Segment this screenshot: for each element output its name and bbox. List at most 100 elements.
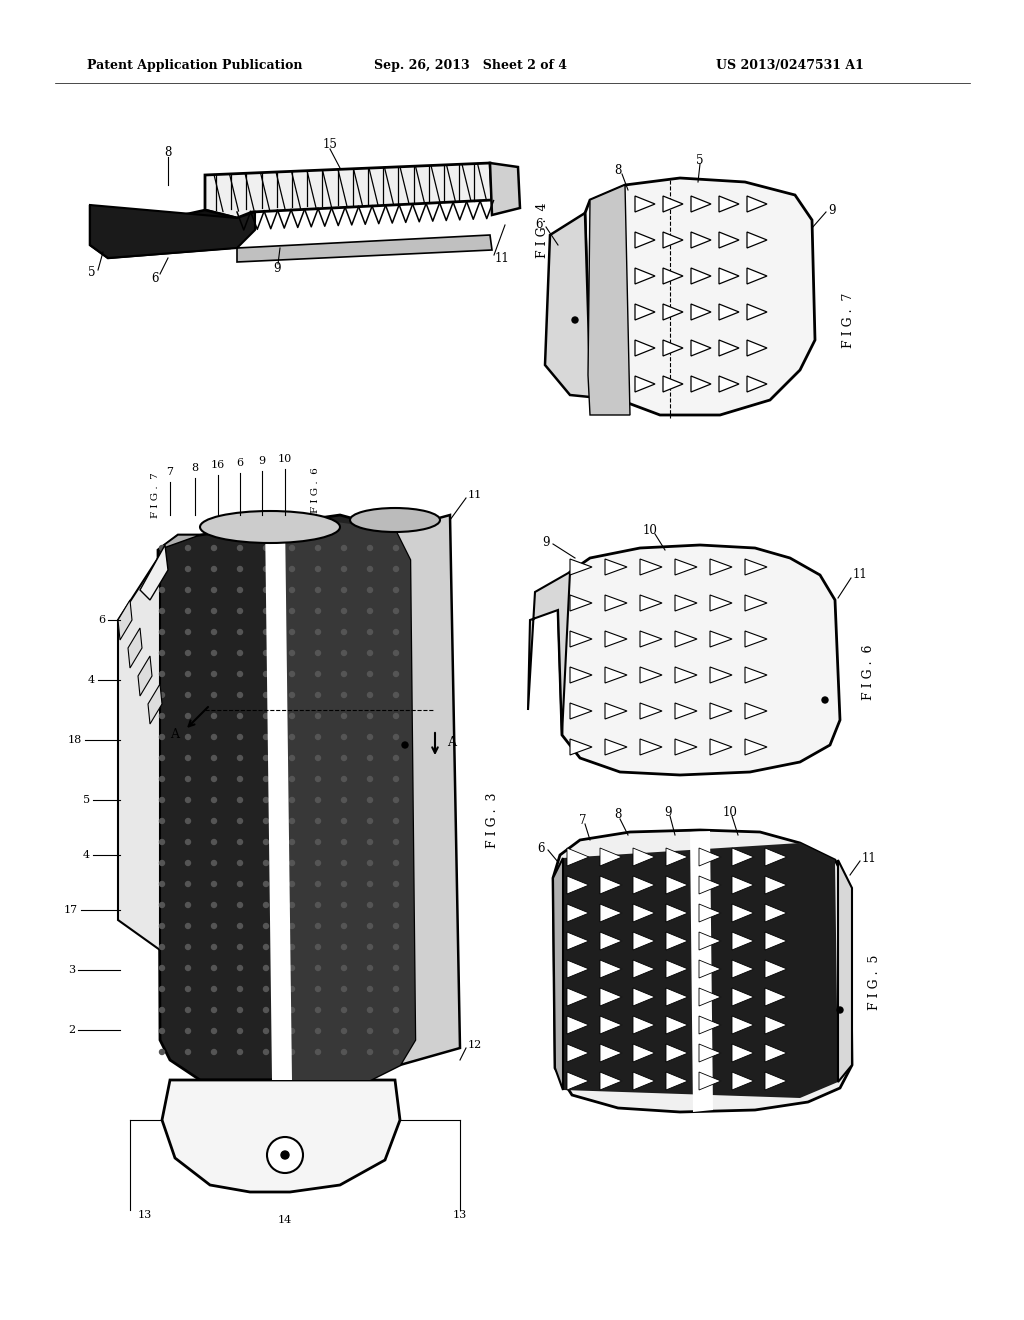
Text: 6: 6	[237, 458, 244, 469]
Text: 7: 7	[167, 467, 173, 477]
Polygon shape	[128, 628, 142, 668]
Polygon shape	[663, 268, 683, 284]
Text: Patent Application Publication: Patent Application Publication	[87, 58, 303, 71]
Circle shape	[160, 734, 165, 739]
Circle shape	[185, 609, 190, 614]
Circle shape	[263, 818, 268, 824]
Polygon shape	[640, 704, 662, 719]
Circle shape	[263, 609, 268, 614]
Circle shape	[160, 1049, 165, 1055]
Circle shape	[238, 630, 243, 635]
Polygon shape	[745, 558, 767, 576]
Polygon shape	[732, 932, 754, 950]
Text: 6: 6	[538, 842, 545, 854]
Circle shape	[185, 882, 190, 887]
Circle shape	[341, 797, 346, 803]
Circle shape	[315, 965, 321, 970]
Circle shape	[315, 630, 321, 635]
Circle shape	[238, 965, 243, 970]
Polygon shape	[633, 1072, 655, 1090]
Circle shape	[238, 1007, 243, 1012]
Circle shape	[368, 609, 373, 614]
Circle shape	[368, 797, 373, 803]
Polygon shape	[745, 595, 767, 611]
Circle shape	[160, 818, 165, 824]
Polygon shape	[570, 558, 592, 576]
Circle shape	[341, 776, 346, 781]
Circle shape	[315, 545, 321, 550]
Polygon shape	[600, 1016, 622, 1034]
Circle shape	[341, 945, 346, 949]
Polygon shape	[635, 232, 655, 248]
Polygon shape	[666, 876, 688, 894]
Circle shape	[212, 840, 216, 845]
Circle shape	[185, 776, 190, 781]
Circle shape	[315, 945, 321, 949]
Circle shape	[290, 797, 295, 803]
Circle shape	[238, 651, 243, 656]
Polygon shape	[675, 595, 697, 611]
Circle shape	[315, 587, 321, 593]
Polygon shape	[675, 704, 697, 719]
Circle shape	[368, 861, 373, 866]
Circle shape	[341, 986, 346, 991]
Circle shape	[281, 1151, 289, 1159]
Circle shape	[238, 818, 243, 824]
Circle shape	[315, 924, 321, 928]
Circle shape	[160, 861, 165, 866]
Circle shape	[160, 651, 165, 656]
Circle shape	[238, 1028, 243, 1034]
Circle shape	[263, 1049, 268, 1055]
Polygon shape	[666, 960, 688, 978]
Circle shape	[393, 965, 398, 970]
Polygon shape	[732, 960, 754, 978]
Text: 5: 5	[88, 267, 96, 280]
Text: 11: 11	[468, 490, 482, 500]
Text: 9: 9	[258, 455, 265, 466]
Polygon shape	[746, 232, 767, 248]
Polygon shape	[600, 932, 622, 950]
Polygon shape	[765, 847, 787, 866]
Circle shape	[212, 672, 216, 676]
Text: 11: 11	[853, 569, 867, 582]
Polygon shape	[663, 376, 683, 392]
Polygon shape	[746, 376, 767, 392]
Circle shape	[341, 965, 346, 970]
Text: 9: 9	[543, 536, 550, 549]
Circle shape	[185, 986, 190, 991]
Circle shape	[341, 1028, 346, 1034]
Circle shape	[212, 924, 216, 928]
Circle shape	[263, 1028, 268, 1034]
Circle shape	[368, 1007, 373, 1012]
Polygon shape	[633, 932, 655, 950]
Circle shape	[341, 630, 346, 635]
Polygon shape	[545, 213, 620, 400]
Circle shape	[185, 587, 190, 593]
Polygon shape	[710, 558, 732, 576]
Polygon shape	[567, 960, 589, 978]
Circle shape	[263, 1007, 268, 1012]
Polygon shape	[633, 960, 655, 978]
Text: 13: 13	[453, 1210, 467, 1220]
Circle shape	[238, 693, 243, 697]
Polygon shape	[719, 195, 739, 213]
Circle shape	[212, 1007, 216, 1012]
Circle shape	[393, 924, 398, 928]
Polygon shape	[746, 195, 767, 213]
Circle shape	[290, 1007, 295, 1012]
Polygon shape	[699, 876, 721, 894]
Polygon shape	[746, 268, 767, 284]
Polygon shape	[640, 631, 662, 647]
Circle shape	[341, 714, 346, 718]
Circle shape	[238, 903, 243, 908]
Circle shape	[341, 861, 346, 866]
Polygon shape	[699, 1072, 721, 1090]
Text: F I G .  5: F I G . 5	[868, 954, 882, 1010]
Text: US 2013/0247531 A1: US 2013/0247531 A1	[716, 58, 864, 71]
Polygon shape	[691, 376, 711, 392]
Text: 14: 14	[278, 1214, 292, 1225]
Text: 5: 5	[83, 795, 90, 805]
Polygon shape	[605, 558, 627, 576]
Polygon shape	[567, 932, 589, 950]
Circle shape	[238, 672, 243, 676]
